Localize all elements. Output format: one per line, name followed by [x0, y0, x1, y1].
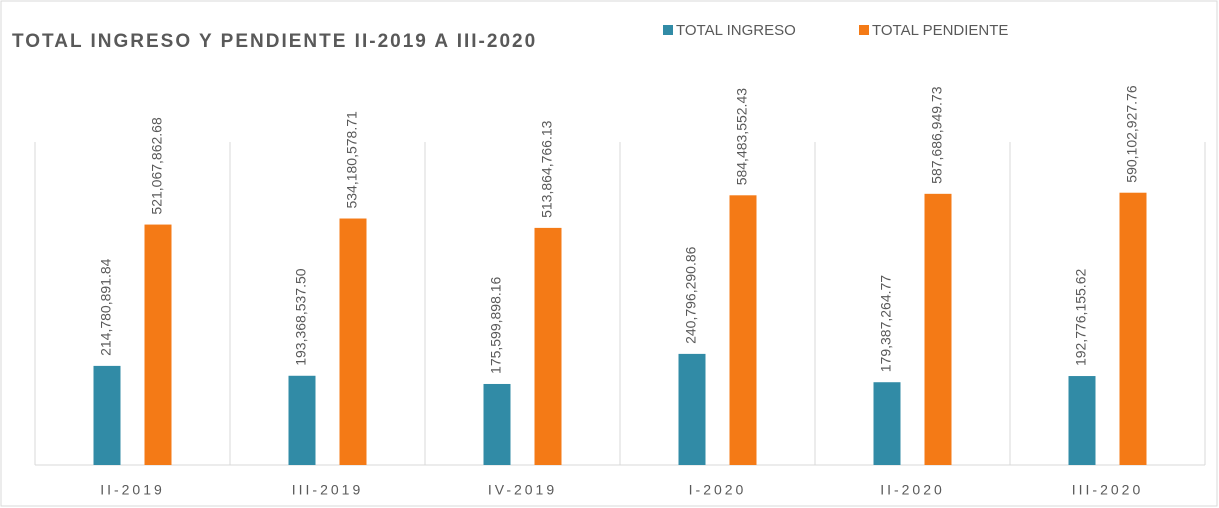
- bar: [144, 224, 172, 465]
- x-tick-label: III-2019: [292, 482, 363, 498]
- data-label: 521,067,862.68: [149, 117, 165, 215]
- bar: [1119, 192, 1147, 465]
- legend-label: TOTAL PENDIENTE: [872, 22, 1008, 39]
- data-label: 513,864,766.13: [539, 120, 555, 218]
- data-label: 175,599,898.16: [488, 276, 504, 374]
- data-label: 179,387,264.77: [878, 275, 894, 373]
- bar: [924, 193, 952, 465]
- x-tick-label: II-2019: [100, 482, 165, 498]
- data-label: 193,368,537.50: [293, 268, 309, 366]
- data-label: 587,686,949.73: [929, 86, 945, 184]
- data-label: 192,776,155.62: [1073, 269, 1089, 367]
- legend-swatch: [663, 25, 673, 35]
- data-label: 590,102,927.76: [1124, 85, 1140, 183]
- x-tick-label: IV-2019: [488, 482, 557, 498]
- legend-label: TOTAL INGRESO: [676, 22, 796, 39]
- bar: [483, 383, 511, 465]
- bar: [339, 218, 367, 465]
- legend-swatch: [859, 25, 869, 35]
- bar: [873, 382, 901, 465]
- data-label: 214,780,891.84: [98, 258, 114, 356]
- data-label: 584,483,552.43: [734, 88, 750, 186]
- bar: [1068, 376, 1096, 465]
- x-tick-label: III-2020: [1072, 482, 1143, 498]
- bar: [288, 375, 316, 465]
- bar: [93, 365, 121, 465]
- x-tick-label: II-2020: [880, 482, 945, 498]
- bar: [729, 195, 757, 465]
- bar: [534, 227, 562, 465]
- data-label: 240,796,290.86: [683, 246, 699, 344]
- bar: [678, 353, 706, 465]
- chart-title: TOTAL INGRESO Y PENDIENTE II-2019 A III-…: [12, 31, 537, 52]
- x-tick-label: I-2020: [689, 482, 747, 498]
- data-label: 534,180,578.71: [344, 111, 360, 209]
